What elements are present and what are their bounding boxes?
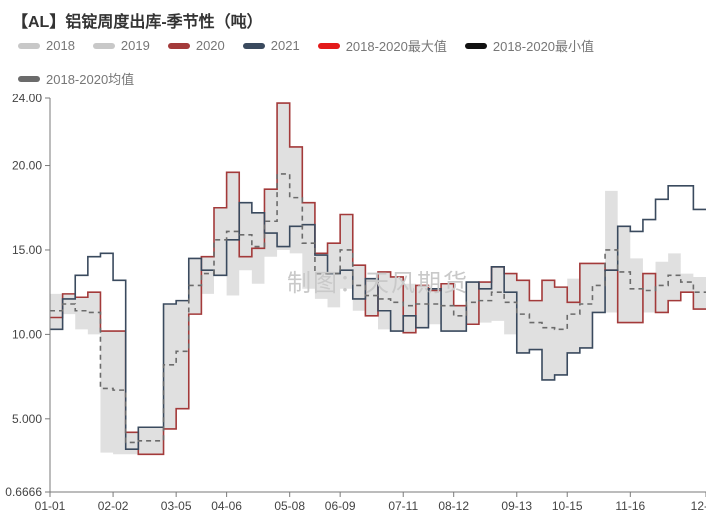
legend-label-mean18_20: 2018-2020均值 bbox=[46, 69, 134, 88]
legend-label-2021: 2021 bbox=[271, 38, 300, 53]
x-tick-label: 10-15 bbox=[552, 499, 583, 513]
legend-swatch-2018 bbox=[18, 43, 40, 49]
legend-label-2018: 2018 bbox=[46, 38, 75, 53]
legend-swatch-2019 bbox=[93, 43, 115, 49]
x-tick-label: 05-08 bbox=[274, 499, 305, 513]
chart-title: 【AL】铝锭周度出库-季节性（吨） bbox=[0, 0, 720, 36]
legend-item-2018[interactable]: 2018 bbox=[18, 38, 75, 53]
plot-area: 制图：天风期货 0.66665.00010.0015.0020.0024.000… bbox=[50, 98, 706, 492]
legend-label-2020: 2020 bbox=[196, 38, 225, 53]
x-tick-label: 09-13 bbox=[501, 499, 532, 513]
legend-swatch-mean18_20 bbox=[18, 76, 40, 82]
x-tick-label: 03-05 bbox=[161, 499, 192, 513]
legend-swatch-2021 bbox=[243, 43, 265, 49]
legend: 2018 2019 2020 2021 2018-2020最大值 2018-2020最小值… bbox=[0, 36, 720, 88]
y-tick-label: 10.00 bbox=[12, 327, 42, 341]
y-tick-label: 0.6666 bbox=[5, 485, 42, 499]
x-tick-label: 08-12 bbox=[438, 499, 469, 513]
legend-label-min18_20: 2018-2020最小值 bbox=[493, 36, 594, 55]
legend-swatch-max18_20 bbox=[318, 43, 340, 49]
x-tick-label: 04-06 bbox=[211, 499, 242, 513]
legend-item-2021[interactable]: 2021 bbox=[243, 38, 300, 53]
legend-label-max18_20: 2018-2020最大值 bbox=[346, 36, 447, 55]
x-tick-label: 06-09 bbox=[325, 499, 356, 513]
legend-item-max18_20[interactable]: 2018-2020最大值 bbox=[318, 36, 447, 55]
chart-svg: 0.6666 5.000 10.00 15.00 20.00 24.00 01-01 02-0… bbox=[4, 94, 706, 516]
x-tick-label: 02-02 bbox=[98, 499, 129, 513]
y-tick-label: 5.000 bbox=[12, 412, 42, 426]
y-tick-label: 24.00 bbox=[12, 94, 42, 105]
x-tick-label: 12-31 bbox=[691, 499, 706, 513]
x-tick-label: 01-01 bbox=[35, 499, 66, 513]
legend-swatch-2020 bbox=[168, 43, 190, 49]
y-tick-label: 20.00 bbox=[12, 159, 42, 173]
legend-item-min18_20[interactable]: 2018-2020最小值 bbox=[465, 36, 594, 55]
legend-item-mean18_20[interactable]: 2018-2020均值 bbox=[18, 69, 134, 88]
legend-item-2019[interactable]: 2019 bbox=[93, 38, 150, 53]
y-tick-label: 15.00 bbox=[12, 243, 42, 257]
legend-label-2019: 2019 bbox=[121, 38, 150, 53]
legend-item-2020[interactable]: 2020 bbox=[168, 38, 225, 53]
x-tick-label: 07-11 bbox=[388, 499, 418, 513]
x-tick-label: 11-16 bbox=[615, 499, 645, 513]
legend-swatch-min18_20 bbox=[465, 43, 487, 49]
